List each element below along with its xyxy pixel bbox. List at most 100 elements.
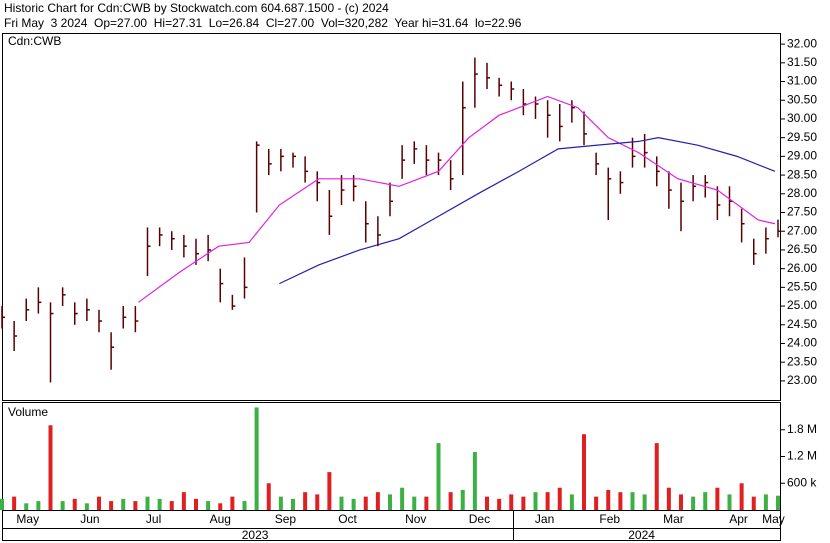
x-tick-label: Nov xyxy=(405,512,426,526)
volume-bar xyxy=(715,487,720,510)
volume-bar xyxy=(327,472,332,510)
x-tick-label: Jan xyxy=(535,512,554,526)
volume-bar xyxy=(36,501,41,510)
volume-tick-label: 1.8 M xyxy=(787,422,817,436)
volume-bar xyxy=(703,492,708,510)
symbol-label: Cdn:CWB xyxy=(8,34,61,48)
volume-bar xyxy=(157,498,162,510)
y-tick-label: 29.50 xyxy=(787,130,817,144)
volume-bar xyxy=(739,483,744,510)
volume-bar xyxy=(145,496,150,510)
volume-bar xyxy=(509,494,514,510)
volume-bar xyxy=(436,443,441,510)
volume-bar xyxy=(315,494,320,510)
x-tick-label: Mar xyxy=(663,512,684,526)
volume-bar xyxy=(84,503,89,510)
chart-title: Historic Chart for Cdn:CWB by Stockwatch… xyxy=(4,1,389,15)
volume-bar xyxy=(472,452,477,510)
y-tick-label: 32.00 xyxy=(787,36,817,50)
volume-bar xyxy=(24,503,29,510)
x-tick-label: Jun xyxy=(80,512,99,526)
volume-bar xyxy=(776,495,780,510)
volume-bar xyxy=(533,492,538,510)
volume-bar xyxy=(654,443,659,510)
y-tick-label: 25.50 xyxy=(787,280,817,294)
volume-bar xyxy=(618,492,623,510)
volume-bar xyxy=(351,498,356,510)
y-tick-label: 26.50 xyxy=(787,242,817,256)
y-tick-label: 24.00 xyxy=(787,336,817,350)
date-panel xyxy=(2,510,781,541)
volume-tick-label: 1.2 M xyxy=(787,449,817,463)
volume-bar xyxy=(691,496,696,510)
volume-bar xyxy=(60,501,65,510)
volume-bar xyxy=(375,492,380,510)
volume-bar xyxy=(278,496,283,510)
volume-bar xyxy=(339,496,344,510)
y-tick-label: 27.00 xyxy=(787,223,817,237)
moving-average xyxy=(138,95,776,303)
volume-bar xyxy=(363,496,368,510)
volume-tick-label: 600 k xyxy=(787,475,817,489)
volume-bar xyxy=(751,496,756,510)
volume-bar xyxy=(388,494,392,510)
volume-bar xyxy=(569,494,574,510)
x-tick-label: May xyxy=(762,512,785,526)
volume-bar xyxy=(97,496,101,510)
x-tick-label: Sep xyxy=(275,512,297,526)
volume-label: Volume xyxy=(8,405,48,419)
volume-bar xyxy=(727,494,732,510)
volume-bar xyxy=(133,501,138,510)
y-tick-label: 28.00 xyxy=(787,186,817,200)
year-label: 2024 xyxy=(628,528,655,542)
y-tick-label: 23.00 xyxy=(787,373,817,387)
moving-average xyxy=(279,137,776,285)
volume-bar xyxy=(242,501,247,510)
volume-bar xyxy=(72,498,77,510)
volume-bar xyxy=(194,498,198,510)
volume-bar xyxy=(169,501,174,510)
x-tick-label: Dec xyxy=(469,512,490,526)
x-tick-label: Oct xyxy=(338,512,357,526)
volume-bar xyxy=(448,492,453,510)
chart-subtitle: Fri May 3 2024 Op=27.00 Hi=27.31 Lo=26.8… xyxy=(4,16,522,30)
volume-bar xyxy=(606,489,611,510)
volume-bar xyxy=(291,498,295,510)
y-tick-label: 29.00 xyxy=(787,149,817,163)
volume-bar xyxy=(424,496,429,510)
volume-bar xyxy=(400,487,405,510)
y-tick-label: 23.50 xyxy=(787,354,817,368)
volume-bar xyxy=(666,487,671,510)
volume-bar xyxy=(630,492,635,510)
y-tick-label: 28.50 xyxy=(787,167,817,181)
x-tick-label: May xyxy=(16,512,39,526)
volume-bar xyxy=(48,425,53,510)
volume-bar xyxy=(12,496,17,510)
volume-bar xyxy=(230,496,235,510)
volume-bar xyxy=(545,492,550,510)
x-tick-label: Jul xyxy=(146,512,161,526)
y-tick-label: 25.00 xyxy=(787,298,817,312)
y-tick-label: 31.00 xyxy=(787,74,817,88)
y-tick-label: 27.50 xyxy=(787,205,817,219)
price-panel xyxy=(2,33,781,401)
y-tick-label: 26.00 xyxy=(787,261,817,275)
volume-bar xyxy=(763,494,768,510)
volume-bar xyxy=(594,496,599,510)
y-tick-label: 24.50 xyxy=(787,317,817,331)
volume-bar xyxy=(206,501,211,510)
volume-bar xyxy=(497,498,502,510)
volume-bar xyxy=(109,501,114,510)
y-tick-label: 30.50 xyxy=(787,92,817,106)
x-tick-label: Feb xyxy=(599,512,620,526)
year-label: 2023 xyxy=(242,528,269,542)
volume-bar xyxy=(412,496,417,510)
volume-bar xyxy=(485,496,489,510)
volume-bar xyxy=(254,407,259,510)
volume-bar xyxy=(679,494,683,510)
x-tick-label: Apr xyxy=(729,512,748,526)
volume-bar xyxy=(121,498,126,510)
volume-bar xyxy=(642,494,647,510)
